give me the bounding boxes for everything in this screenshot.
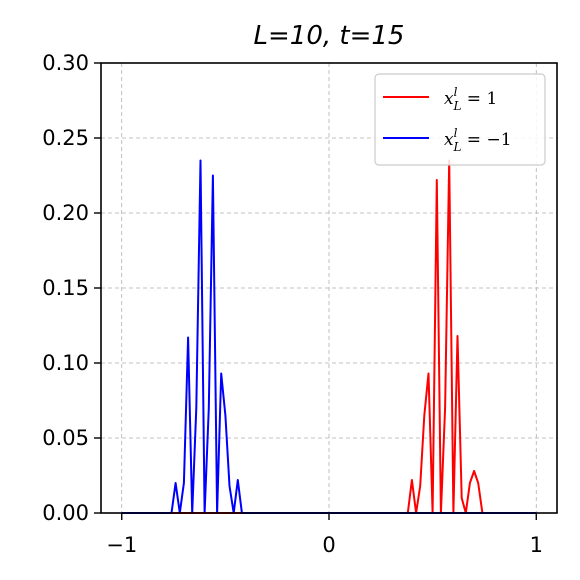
y-tick-label: 0.10 xyxy=(42,351,89,375)
series-line-1 xyxy=(121,159,537,514)
legend-label-2: xl L = −1 xyxy=(444,126,512,154)
axis-ticks: 0.00 0.05 0.10 0.15 0.20 0.25 0.30 −1 0 1 xyxy=(42,51,543,557)
x-tick-label: 1 xyxy=(530,533,543,557)
legend: xl L = 1 xl L = −1 xyxy=(374,73,546,166)
x-tick-label: 0 xyxy=(322,533,335,557)
x-tick-label: −1 xyxy=(106,533,137,557)
y-tick-label: 0.00 xyxy=(42,501,89,525)
y-tick-label: 0.05 xyxy=(42,426,89,450)
y-tick-label: 0.15 xyxy=(42,276,89,300)
y-tick-label: 0.30 xyxy=(42,51,89,75)
series-lines xyxy=(121,159,537,514)
series-line-2 xyxy=(121,159,537,514)
chart-title: L=10, t=15 xyxy=(254,21,405,51)
legend-label-1: xl L = 1 xyxy=(444,85,497,113)
y-tick-label: 0.25 xyxy=(42,126,89,150)
y-tick-label: 0.20 xyxy=(42,201,89,225)
